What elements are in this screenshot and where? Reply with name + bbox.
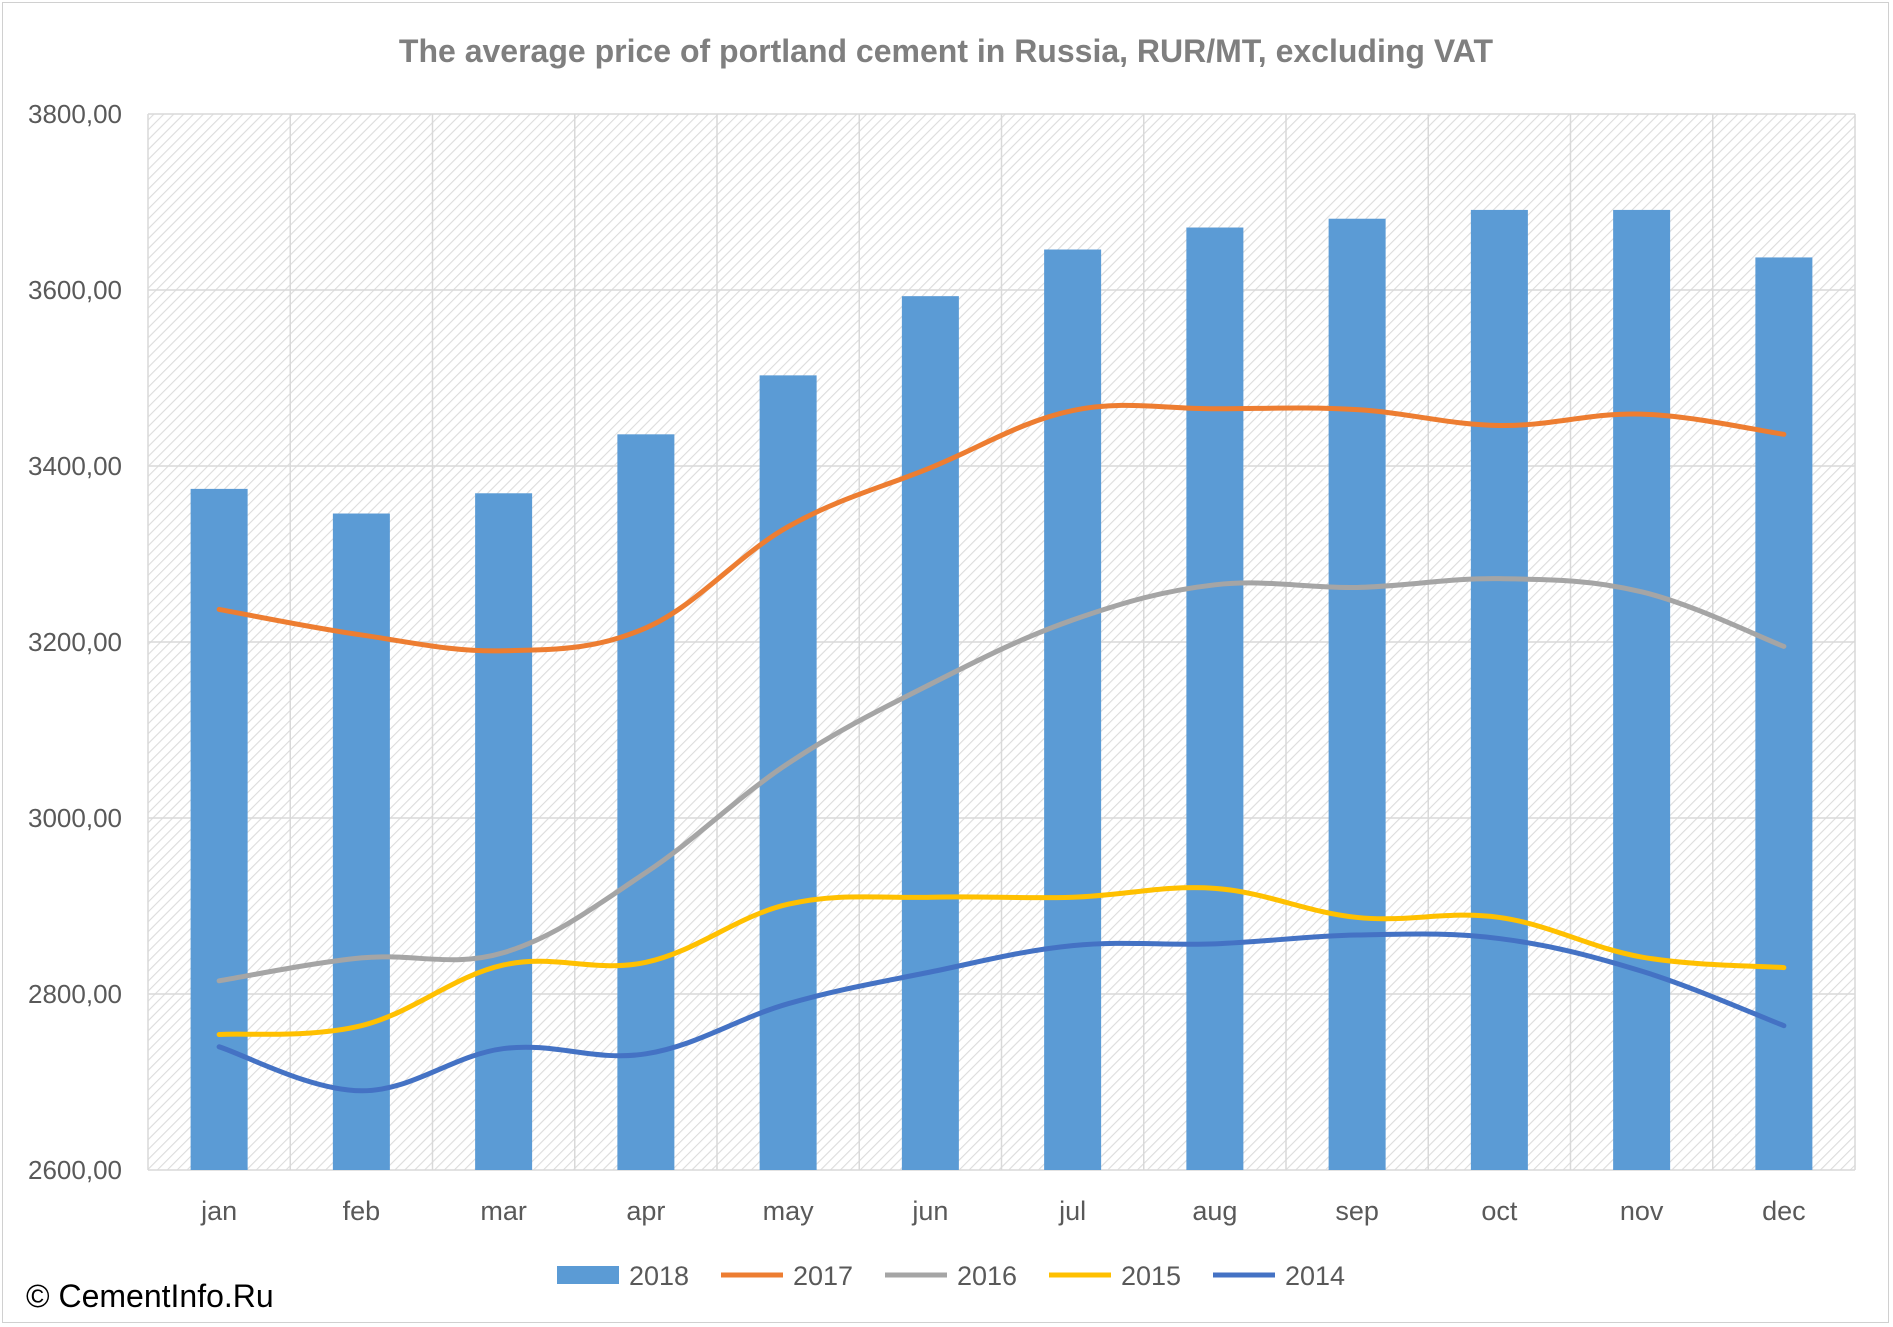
x-tick-label-apr: apr xyxy=(626,1196,665,1226)
y-tick-label: 3800,00 xyxy=(28,99,122,129)
y-tick-label: 2800,00 xyxy=(28,979,122,1009)
legend: 2018 2017 2016 2015 2014 xyxy=(557,1261,1345,1291)
bar-2018-aug xyxy=(1186,227,1244,1170)
bar-2018-apr xyxy=(617,434,675,1170)
legend-label-2018: 2018 xyxy=(629,1261,689,1291)
x-tick-label-sep: sep xyxy=(1335,1196,1379,1226)
y-tick-label: 3400,00 xyxy=(28,451,122,481)
x-tick-label-aug: aug xyxy=(1192,1196,1237,1226)
x-tick-label-feb: feb xyxy=(343,1196,381,1226)
line-2014 xyxy=(216,931,1787,1094)
copyright-text: © CementInfo.Ru xyxy=(26,1278,274,1314)
bar-2018-feb xyxy=(332,513,390,1170)
bars-2018 xyxy=(190,209,1813,1171)
gridlines xyxy=(147,113,1856,1171)
legend-label-2017: 2017 xyxy=(793,1261,853,1291)
bar-2018-jul xyxy=(1044,249,1102,1170)
y-tick-label: 3200,00 xyxy=(28,627,122,657)
legend-label-2016: 2016 xyxy=(957,1261,1017,1291)
bar-2018-nov xyxy=(1613,209,1671,1171)
bar-2018-may xyxy=(759,375,817,1170)
y-tick-label: 3600,00 xyxy=(28,275,122,305)
x-axis-ticks: jan feb mar apr may jun jul aug sep oct nov dec xyxy=(200,1196,1806,1226)
y-tick-label: 3000,00 xyxy=(28,803,122,833)
y-axis-ticks: 2600,00 2800,00 3000,00 3200,00 3400,00 3600,… xyxy=(28,99,122,1185)
bar-2018-dec xyxy=(1755,257,1813,1170)
x-tick-label-mar: mar xyxy=(480,1196,527,1226)
x-tick-label-jun: jun xyxy=(911,1196,948,1226)
bar-2018-jun xyxy=(901,296,959,1170)
series-lines xyxy=(216,402,1787,1094)
x-tick-label-dec: dec xyxy=(1762,1196,1806,1226)
legend-swatch-2018 xyxy=(557,1266,619,1284)
bar-2018-mar xyxy=(475,493,533,1170)
x-tick-label-may: may xyxy=(763,1196,815,1226)
line-2017 xyxy=(216,402,1787,654)
x-tick-label-jan: jan xyxy=(200,1196,237,1226)
bar-2018-oct xyxy=(1470,209,1528,1171)
line-2015 xyxy=(216,885,1787,1037)
chart-title: The average price of portland cement in … xyxy=(399,33,1494,69)
x-tick-label-nov: nov xyxy=(1620,1196,1664,1226)
y-tick-label: 2600,00 xyxy=(28,1155,122,1185)
legend-label-2014: 2014 xyxy=(1285,1261,1345,1291)
legend-label-2015: 2015 xyxy=(1121,1261,1181,1291)
bar-2018-sep xyxy=(1328,218,1386,1171)
x-tick-label-oct: oct xyxy=(1481,1196,1518,1226)
line-2016 xyxy=(216,576,1787,984)
bar-2018-jan xyxy=(190,488,248,1170)
x-tick-label-jul: jul xyxy=(1058,1196,1086,1226)
